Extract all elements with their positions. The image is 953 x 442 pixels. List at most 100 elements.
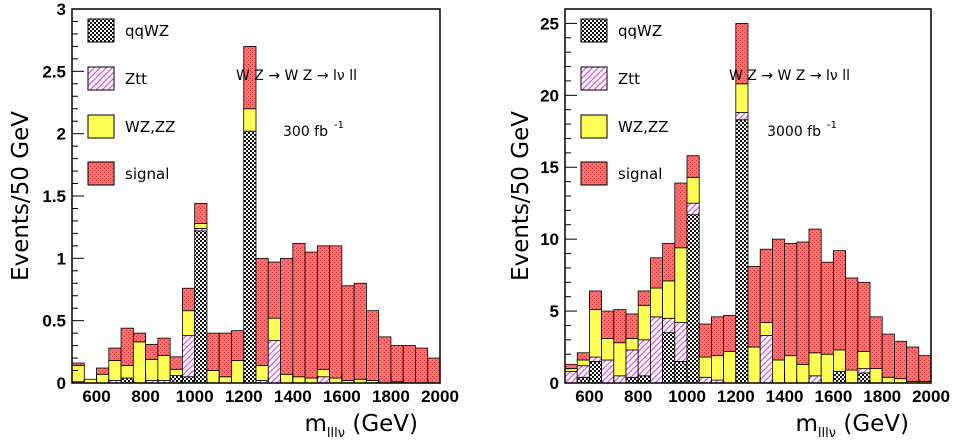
bar-qqwz-1600	[833, 371, 847, 384]
chart-panel-3000fb: 600 800 1000 1200 1400 1600 1800 2000 0 5 10 15 20 25…	[508, 8, 950, 441]
x-tick-label: 1000	[668, 387, 706, 406]
process-annotation: W Z → W Z → lν ll	[729, 68, 850, 84]
bar-qqwz-1000	[686, 214, 700, 384]
chart-panel-300fb: 600 800 1000 1200 1400 1600 1800 2000 0 0.5 1 1.5 2 2…	[8, 0, 459, 441]
x-axis: 600 800 1000 1200 1400 1600 1800 2000	[71, 373, 459, 406]
bar-wz-zz-800	[145, 358, 159, 381]
y-tick-label: 25	[540, 14, 559, 33]
bar-wz-zz-650	[601, 338, 615, 361]
bars	[564, 22, 932, 384]
bar-signal-1200	[735, 22, 749, 85]
luminosity-exponent: -1	[827, 120, 837, 131]
x-tick-label: 1400	[766, 387, 804, 406]
bar-wz-zz-700	[613, 342, 627, 377]
process-annotation: W Z → W Z → lν ll	[236, 68, 357, 84]
bar-wz-zz-500	[71, 365, 85, 383]
bar-wz-zz-1500	[808, 352, 822, 377]
legend-swatch-qqwz	[580, 18, 608, 43]
bar-wz-zz-1300	[267, 317, 281, 342]
bar-signal-900	[169, 356, 183, 370]
luminosity-exponent: -1	[334, 120, 344, 131]
bar-wz-zz-1200	[243, 108, 257, 132]
bar-wz-zz-1400	[292, 376, 306, 384]
bar-signal-1250	[255, 257, 269, 366]
bar-wz-zz-850	[157, 355, 171, 381]
x-tick-label: 2000	[421, 387, 459, 406]
bar-signal-650	[601, 310, 615, 339]
y-tick-label: 0	[57, 374, 66, 393]
bar-signal-600	[96, 367, 110, 375]
bar-qqwz-600	[589, 361, 603, 384]
bar-qqwz-1200	[735, 119, 749, 384]
bar-wz-zz-650	[108, 360, 122, 381]
bar-signal-1450	[796, 241, 810, 365]
x-tick-label: 600	[82, 387, 110, 406]
bar-wz-zz-1000	[686, 176, 700, 204]
bar-qqwz-950	[181, 376, 196, 384]
bar-qqwz-750	[625, 376, 639, 384]
bar-signal-1600	[341, 285, 355, 381]
bar-signal-1950	[918, 355, 932, 382]
bar-signal-1150	[231, 330, 245, 361]
bar-signal-1050	[698, 323, 712, 358]
bar-signal-1700	[857, 281, 871, 352]
x-tick-label: 1200	[225, 387, 263, 406]
bar-wz-zz-900	[662, 280, 676, 319]
bar-ztt-600	[589, 356, 603, 362]
luminosity-label: 300 fb	[283, 124, 328, 140]
bar-signal-1650	[845, 277, 859, 371]
bar-wz-zz-1100	[218, 376, 232, 384]
x-axis-label-sub: lllν	[818, 426, 836, 441]
bar-signal-750	[625, 313, 639, 339]
bar-wz-zz-1000	[194, 223, 208, 229]
bar-signal-1300	[759, 248, 773, 323]
bar-wz-zz-1350	[772, 359, 786, 384]
bar-ztt-1300	[759, 335, 773, 384]
bar-wz-zz-600	[589, 309, 603, 358]
bar-wz-zz-800	[637, 304, 651, 341]
bar-ztt-1700	[857, 368, 871, 374]
y-axis-label: Events/50 GeV	[8, 111, 34, 281]
bar-qqwz-550	[576, 376, 590, 384]
x-tick-label: 600	[575, 387, 603, 406]
bar-qqwz-1700	[857, 372, 871, 384]
bar-signal-1800	[881, 333, 895, 378]
bar-wz-zz-600	[96, 373, 110, 384]
bar-wz-zz-950	[674, 247, 688, 323]
bar-signal-700	[613, 309, 627, 344]
bar-wz-zz-700	[120, 365, 134, 379]
legend-label-signal: signal	[125, 165, 169, 183]
bar-wz-zz-1250	[747, 346, 761, 384]
y-tick-label: 15	[540, 158, 559, 177]
bar-signal-1400	[784, 243, 798, 357]
bar-qqwz-950	[674, 361, 688, 384]
bar-wz-zz-1650	[845, 369, 859, 384]
y-axis: 0 0.5 1 1.5 2 2.5 3	[42, 0, 84, 393]
bar-ztt-1000	[686, 202, 700, 216]
bar-signal-550	[576, 352, 590, 361]
bar-signal-1250	[747, 266, 761, 348]
bar-signal-850	[650, 257, 664, 289]
legend-swatch-wz-zz	[580, 114, 608, 139]
bar-signal-1200	[243, 46, 257, 110]
legend-label-wz-zz: WZ,ZZ	[125, 118, 175, 136]
bar-signal-1550	[820, 261, 834, 355]
x-tick-label: 1200	[717, 387, 755, 406]
x-axis-label: mlllν (GeV)	[305, 411, 418, 441]
bar-signal-1350	[772, 238, 786, 361]
bar-signal-950	[674, 182, 688, 249]
legend-label-ztt: Ztt	[618, 70, 640, 88]
legend-swatch-qqwz	[87, 18, 115, 43]
bar-signal-1650	[353, 282, 367, 380]
legend-swatch-ztt	[87, 66, 115, 91]
bar-signal-1500	[808, 228, 822, 354]
legend-label-wz-zz: WZ,ZZ	[618, 118, 668, 136]
bar-ztt-700	[613, 375, 627, 384]
x-tick-label: 800	[624, 387, 652, 406]
bar-ztt-850	[650, 316, 664, 384]
x-axis-label-main: m	[305, 411, 327, 437]
bar-signal-1750	[378, 336, 392, 384]
bar-signal-1150	[723, 314, 737, 352]
bar-signal-800	[145, 343, 159, 360]
y-tick-label: 3	[57, 0, 66, 19]
